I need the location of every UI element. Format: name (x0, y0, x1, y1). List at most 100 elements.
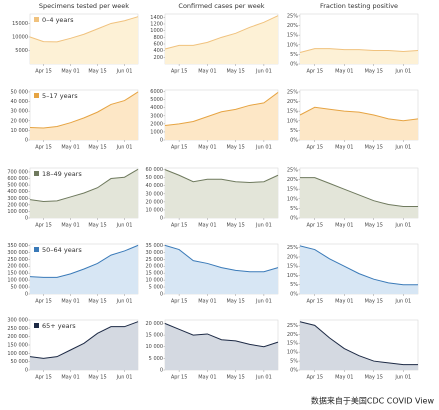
y-tick-label: 400 (153, 48, 163, 54)
y-tick-label: 20% (287, 254, 298, 260)
y-tick-label: 100 000 (7, 351, 28, 357)
y-tick-label: 300 000 (7, 250, 28, 256)
area-line (299, 245, 418, 286)
y-tick-label: 10000 (12, 34, 28, 40)
x-tick-label: May 15 (88, 223, 106, 229)
x-tick-label: Jun 01 (116, 299, 133, 305)
area-fill (30, 245, 138, 294)
x-tick-label: Apr 15 (171, 69, 188, 75)
y-tick-label: 100 000 (7, 209, 28, 215)
x-tick-label: Jun 01 (394, 69, 411, 75)
y-tick-label: 2000 (150, 121, 163, 127)
y-tick-label: 0 (160, 138, 163, 144)
x-tick-label: Apr 15 (306, 69, 323, 75)
x-tick-label: May 01 (335, 299, 353, 305)
y-tick-label: 20 000 (146, 321, 164, 327)
y-tick-label: 200 000 (7, 264, 28, 270)
x-tick-label: Jun 01 (394, 223, 411, 229)
y-tick-label: 20% (287, 23, 298, 29)
x-tick-label: May 01 (198, 299, 216, 305)
row-title: 18–49 years (42, 170, 82, 178)
x-tick-label: May 01 (335, 375, 353, 381)
y-tick-label: 10 000 (146, 344, 164, 350)
y-tick-label: 250 000 (7, 326, 28, 332)
y-tick-label: 50 000 (146, 175, 164, 181)
x-tick-label: Apr 15 (35, 375, 52, 381)
x-tick-label: Apr 15 (35, 69, 52, 75)
y-tick-label: 30 000 (146, 191, 164, 197)
y-tick-label: 15% (287, 109, 298, 115)
area-fill (165, 245, 278, 294)
area-line (164, 92, 279, 126)
y-tick-label: 50 000 (11, 285, 29, 291)
y-tick-label: 15 000 (146, 333, 164, 339)
x-tick-label: May 01 (335, 223, 353, 229)
y-tick-label: 200 000 (7, 202, 28, 208)
x-tick-label: Jun 01 (255, 69, 272, 75)
x-tick-label: May 01 (335, 145, 353, 151)
y-tick-label: 0 (160, 216, 163, 222)
x-tick-label: Jun 01 (116, 223, 133, 229)
y-tick-label: 5 000 (149, 356, 163, 362)
y-tick-label: 5% (290, 359, 298, 365)
x-tick-label: May 15 (365, 299, 383, 305)
x-tick-label: May 01 (61, 375, 79, 381)
row-title: 50–64 years (42, 246, 82, 254)
x-tick-label: May 01 (61, 299, 79, 305)
row-title: 5–17 years (42, 92, 78, 100)
y-tick-label: 20% (287, 332, 298, 338)
x-tick-label: Apr 15 (35, 223, 52, 229)
y-tick-label: 25 000 (146, 257, 164, 263)
y-tick-label: 6000 (150, 89, 163, 95)
y-tick-label: 10% (287, 196, 298, 202)
y-tick-label: 1000 (150, 28, 163, 34)
y-tick-label: 25% (287, 13, 298, 19)
legend-swatch (34, 17, 39, 22)
y-tick-label: 100 000 (7, 278, 28, 284)
y-tick-label: 0 (25, 138, 28, 144)
x-tick-label: May 01 (61, 223, 79, 229)
y-tick-label: 500 000 (7, 183, 28, 189)
y-tick-label: 0 (160, 292, 163, 298)
x-tick-label: Apr 15 (171, 223, 188, 229)
y-tick-label: 0 (160, 368, 163, 374)
source-note: 数据来自于美国CDC COVID View (311, 396, 435, 406)
x-tick-label: Apr 15 (306, 375, 323, 381)
area-fill (30, 16, 138, 64)
x-tick-label: May 15 (88, 299, 106, 305)
area-line (29, 16, 139, 43)
area-fill (30, 169, 138, 218)
y-tick-label: 5% (290, 206, 298, 212)
legend-swatch (34, 171, 39, 176)
y-tick-label: 15% (287, 341, 298, 347)
y-tick-label: 20 000 (146, 264, 164, 270)
y-tick-label: 15000 (12, 21, 28, 27)
column-title: Confirmed cases per week (178, 2, 264, 10)
y-tick-label: 200 (153, 55, 163, 61)
area-line (299, 48, 419, 53)
y-tick-label: 40 000 (11, 99, 29, 105)
y-tick-label: 300 000 (7, 196, 28, 202)
x-tick-label: Jun 01 (116, 375, 133, 381)
y-tick-label: 600 000 (7, 176, 28, 182)
x-tick-label: Apr 15 (306, 145, 323, 151)
area-fill (300, 48, 418, 64)
legend-swatch (34, 93, 39, 98)
y-tick-label: 0 (25, 216, 28, 222)
x-tick-label: Jun 01 (255, 299, 272, 305)
x-tick-label: May 01 (198, 69, 216, 75)
y-tick-label: 10% (287, 350, 298, 356)
legend-swatch (34, 247, 39, 252)
x-tick-label: May 01 (198, 375, 216, 381)
column-title: Specimens tested per week (39, 2, 129, 10)
y-tick-label: 20 000 (11, 118, 29, 124)
y-tick-label: 10% (287, 118, 298, 124)
x-tick-label: Apr 15 (35, 145, 52, 151)
x-tick-label: May 15 (365, 145, 383, 151)
x-tick-label: May 15 (226, 299, 244, 305)
x-tick-label: May 01 (198, 145, 216, 151)
y-tick-label: 60 000 (146, 167, 164, 173)
x-tick-label: Jun 01 (255, 145, 272, 151)
y-tick-label: 600 (153, 42, 163, 48)
